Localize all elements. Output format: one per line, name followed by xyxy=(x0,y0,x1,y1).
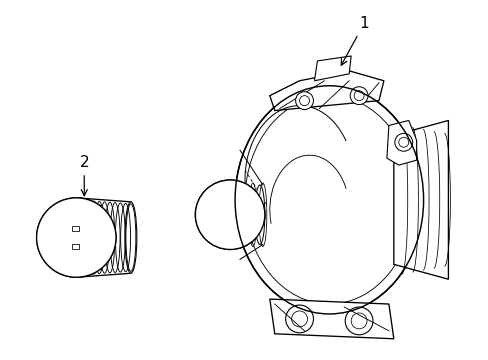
Circle shape xyxy=(195,180,264,249)
Text: 1: 1 xyxy=(341,16,368,65)
Circle shape xyxy=(394,133,412,151)
Polygon shape xyxy=(269,299,393,339)
Circle shape xyxy=(37,198,116,277)
Circle shape xyxy=(295,92,313,109)
Circle shape xyxy=(345,307,372,335)
Circle shape xyxy=(195,180,264,249)
Bar xyxy=(72,244,79,249)
Ellipse shape xyxy=(124,202,137,273)
Polygon shape xyxy=(314,56,350,81)
Polygon shape xyxy=(393,121,447,279)
Ellipse shape xyxy=(235,86,423,314)
Circle shape xyxy=(349,87,367,105)
Circle shape xyxy=(285,305,313,333)
Polygon shape xyxy=(386,121,416,165)
Ellipse shape xyxy=(254,185,264,244)
Polygon shape xyxy=(269,71,383,111)
Bar xyxy=(72,226,79,231)
Circle shape xyxy=(37,198,116,277)
Text: 2: 2 xyxy=(79,155,89,196)
